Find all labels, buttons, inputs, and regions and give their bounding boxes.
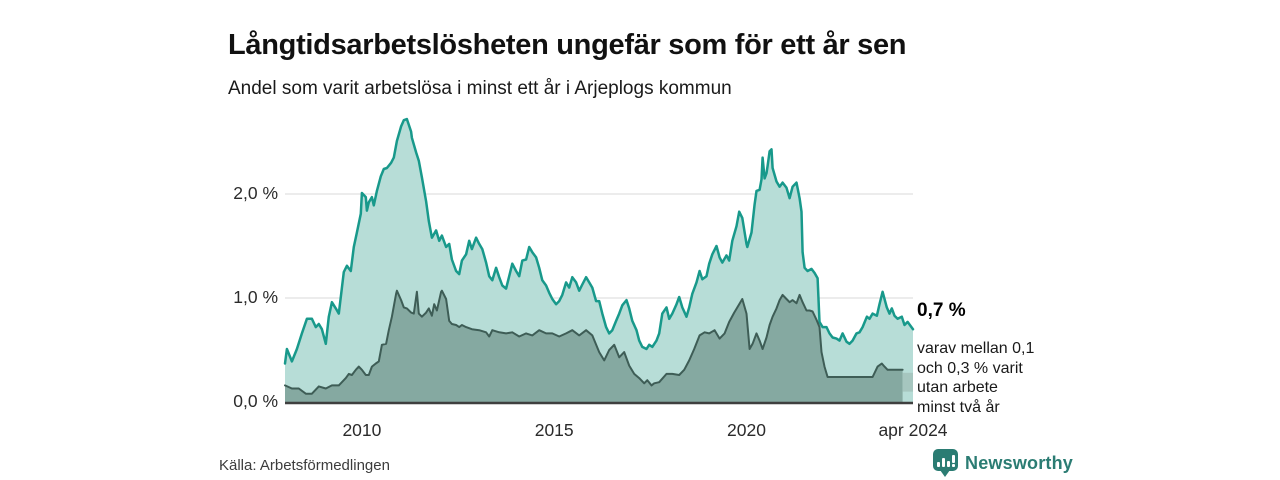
newsworthy-wordmark: Newsworthy (965, 453, 1074, 473)
latest-value-label: 0,7 % (917, 300, 966, 321)
newsworthy-branding: Newsworthy (933, 449, 1073, 478)
bubble-tail-shape (940, 470, 950, 477)
chart-subtitle: Andel som varit arbetslösa i minst ett å… (228, 77, 732, 99)
chart-title: Långtidsarbetslösheten ungefär som för e… (228, 29, 907, 62)
y-axis-label-2: 2,0 % (233, 183, 278, 203)
x-axis-label-apr-2024: apr 2024 (878, 420, 948, 440)
x-axis-label-2010: 2010 (342, 420, 382, 440)
exclamation-glyph (951, 455, 955, 467)
annotation-note: varav mellan 0,1 och 0,3 % varit utan ar… (917, 340, 1035, 416)
x-axis-label-2015: 2015 (534, 420, 574, 440)
speech-bubble-shape (933, 449, 958, 471)
x-axis-label-2020: 2020 (727, 420, 766, 440)
newsworthy-logo-icon (933, 449, 958, 478)
y-axis-label-0: 0,0 % (233, 391, 278, 411)
source-label: Källa: Arbetsförmedlingen (219, 457, 390, 474)
y-axis-label-1: 1,0 % (233, 287, 278, 307)
